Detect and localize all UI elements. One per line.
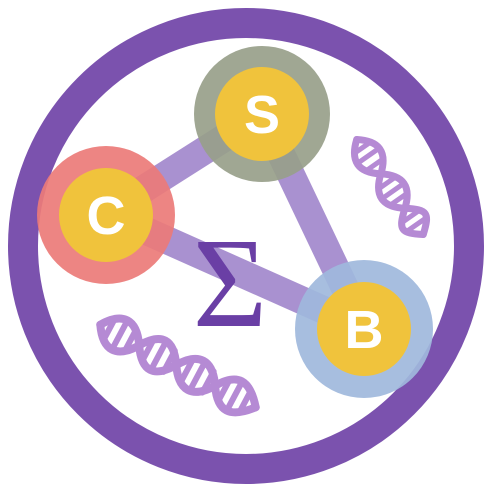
- node-b: B: [295, 260, 433, 398]
- node-b-label: B: [345, 300, 384, 360]
- node-s-core: [215, 67, 309, 161]
- node-s: S: [194, 46, 330, 182]
- dna-helix-icon-lower: [96, 314, 260, 417]
- node-c: C: [37, 146, 175, 284]
- sigma-symbol: Σ: [193, 212, 268, 354]
- node-c-core: [59, 168, 153, 262]
- node-s-label: S: [244, 85, 280, 145]
- dna-helix-icon-upper: [350, 135, 430, 239]
- node-c-label: C: [87, 186, 126, 246]
- node-b-core: [317, 282, 411, 376]
